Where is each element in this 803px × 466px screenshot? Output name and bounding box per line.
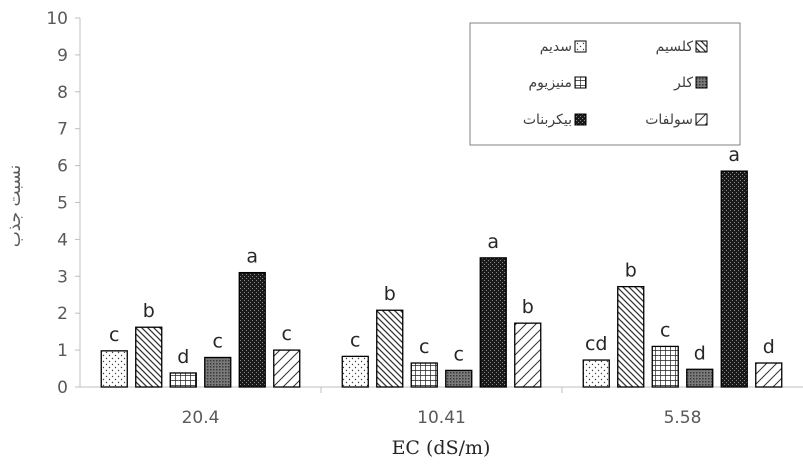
y-tick-label: 9 [57, 46, 68, 66]
bar [445, 369, 473, 388]
legend-swatch [574, 76, 587, 89]
y-tick-label: 2 [57, 304, 68, 324]
y-tick-label: 7 [57, 120, 68, 140]
data-label: c [350, 329, 360, 351]
data-label: d [177, 346, 189, 368]
data-label: b [522, 296, 534, 318]
bar [273, 349, 301, 388]
x-tick-label: 20.4 [182, 408, 220, 428]
legend-label: سولفات [645, 112, 693, 128]
legend-swatch [695, 113, 708, 126]
bar [720, 170, 748, 388]
data-label: a [246, 246, 258, 268]
legend-label: منیزیوم [529, 75, 572, 91]
legend-label: سدیم [540, 39, 572, 55]
bar [514, 322, 542, 388]
bar [169, 372, 197, 388]
legend-swatch [574, 113, 587, 126]
y-axis-label: نسبت جذب [5, 165, 25, 248]
bar [410, 362, 438, 388]
bar [686, 368, 714, 388]
data-label: c [660, 319, 670, 341]
legend-box [469, 22, 741, 146]
legend-swatch [574, 40, 587, 53]
legend-swatch [695, 40, 708, 53]
y-tick-label: 5 [57, 194, 68, 214]
y-tick-label: 3 [57, 267, 68, 287]
legend-label: بیکربنات [523, 112, 572, 128]
y-tick-label: 6 [57, 157, 68, 177]
data-label: c [109, 324, 119, 346]
data-label: a [487, 231, 499, 253]
legend: سدیم کلسیم منیزیوم کلر بیکربنات سولفات [469, 22, 741, 146]
legend-swatch [695, 76, 708, 89]
bar [100, 350, 128, 388]
bar [341, 355, 369, 388]
bar [651, 345, 679, 388]
x-axis-label: EC (dS/m) [392, 437, 491, 459]
data-label: d [763, 336, 775, 358]
legend-label: کلر [673, 75, 693, 91]
y-tick-label: 8 [57, 83, 68, 103]
data-label: c [213, 330, 223, 352]
y-tick-label: 0 [57, 378, 68, 398]
data-label: c [419, 336, 429, 358]
bar [755, 362, 783, 388]
y-tick-label: 10 [46, 9, 68, 29]
data-label: b [625, 260, 637, 282]
data-label: d [694, 342, 706, 364]
bar [135, 326, 163, 388]
bar [204, 356, 232, 388]
bar [617, 285, 645, 388]
data-label: b [143, 300, 155, 322]
y-tick-label: 1 [57, 341, 68, 361]
bar [376, 309, 404, 388]
y-tick-label: 4 [57, 230, 68, 250]
data-label: c [454, 343, 464, 365]
data-label: a [728, 144, 740, 166]
bar [238, 271, 266, 388]
data-label: b [384, 283, 396, 305]
bar [479, 257, 507, 388]
legend-label: کلسیم [656, 39, 694, 55]
data-label: c [282, 323, 292, 345]
bar [582, 359, 610, 388]
x-tick-label: 5.58 [664, 408, 702, 428]
x-tick-label: 10.41 [417, 408, 466, 428]
data-label: cd [585, 333, 608, 355]
